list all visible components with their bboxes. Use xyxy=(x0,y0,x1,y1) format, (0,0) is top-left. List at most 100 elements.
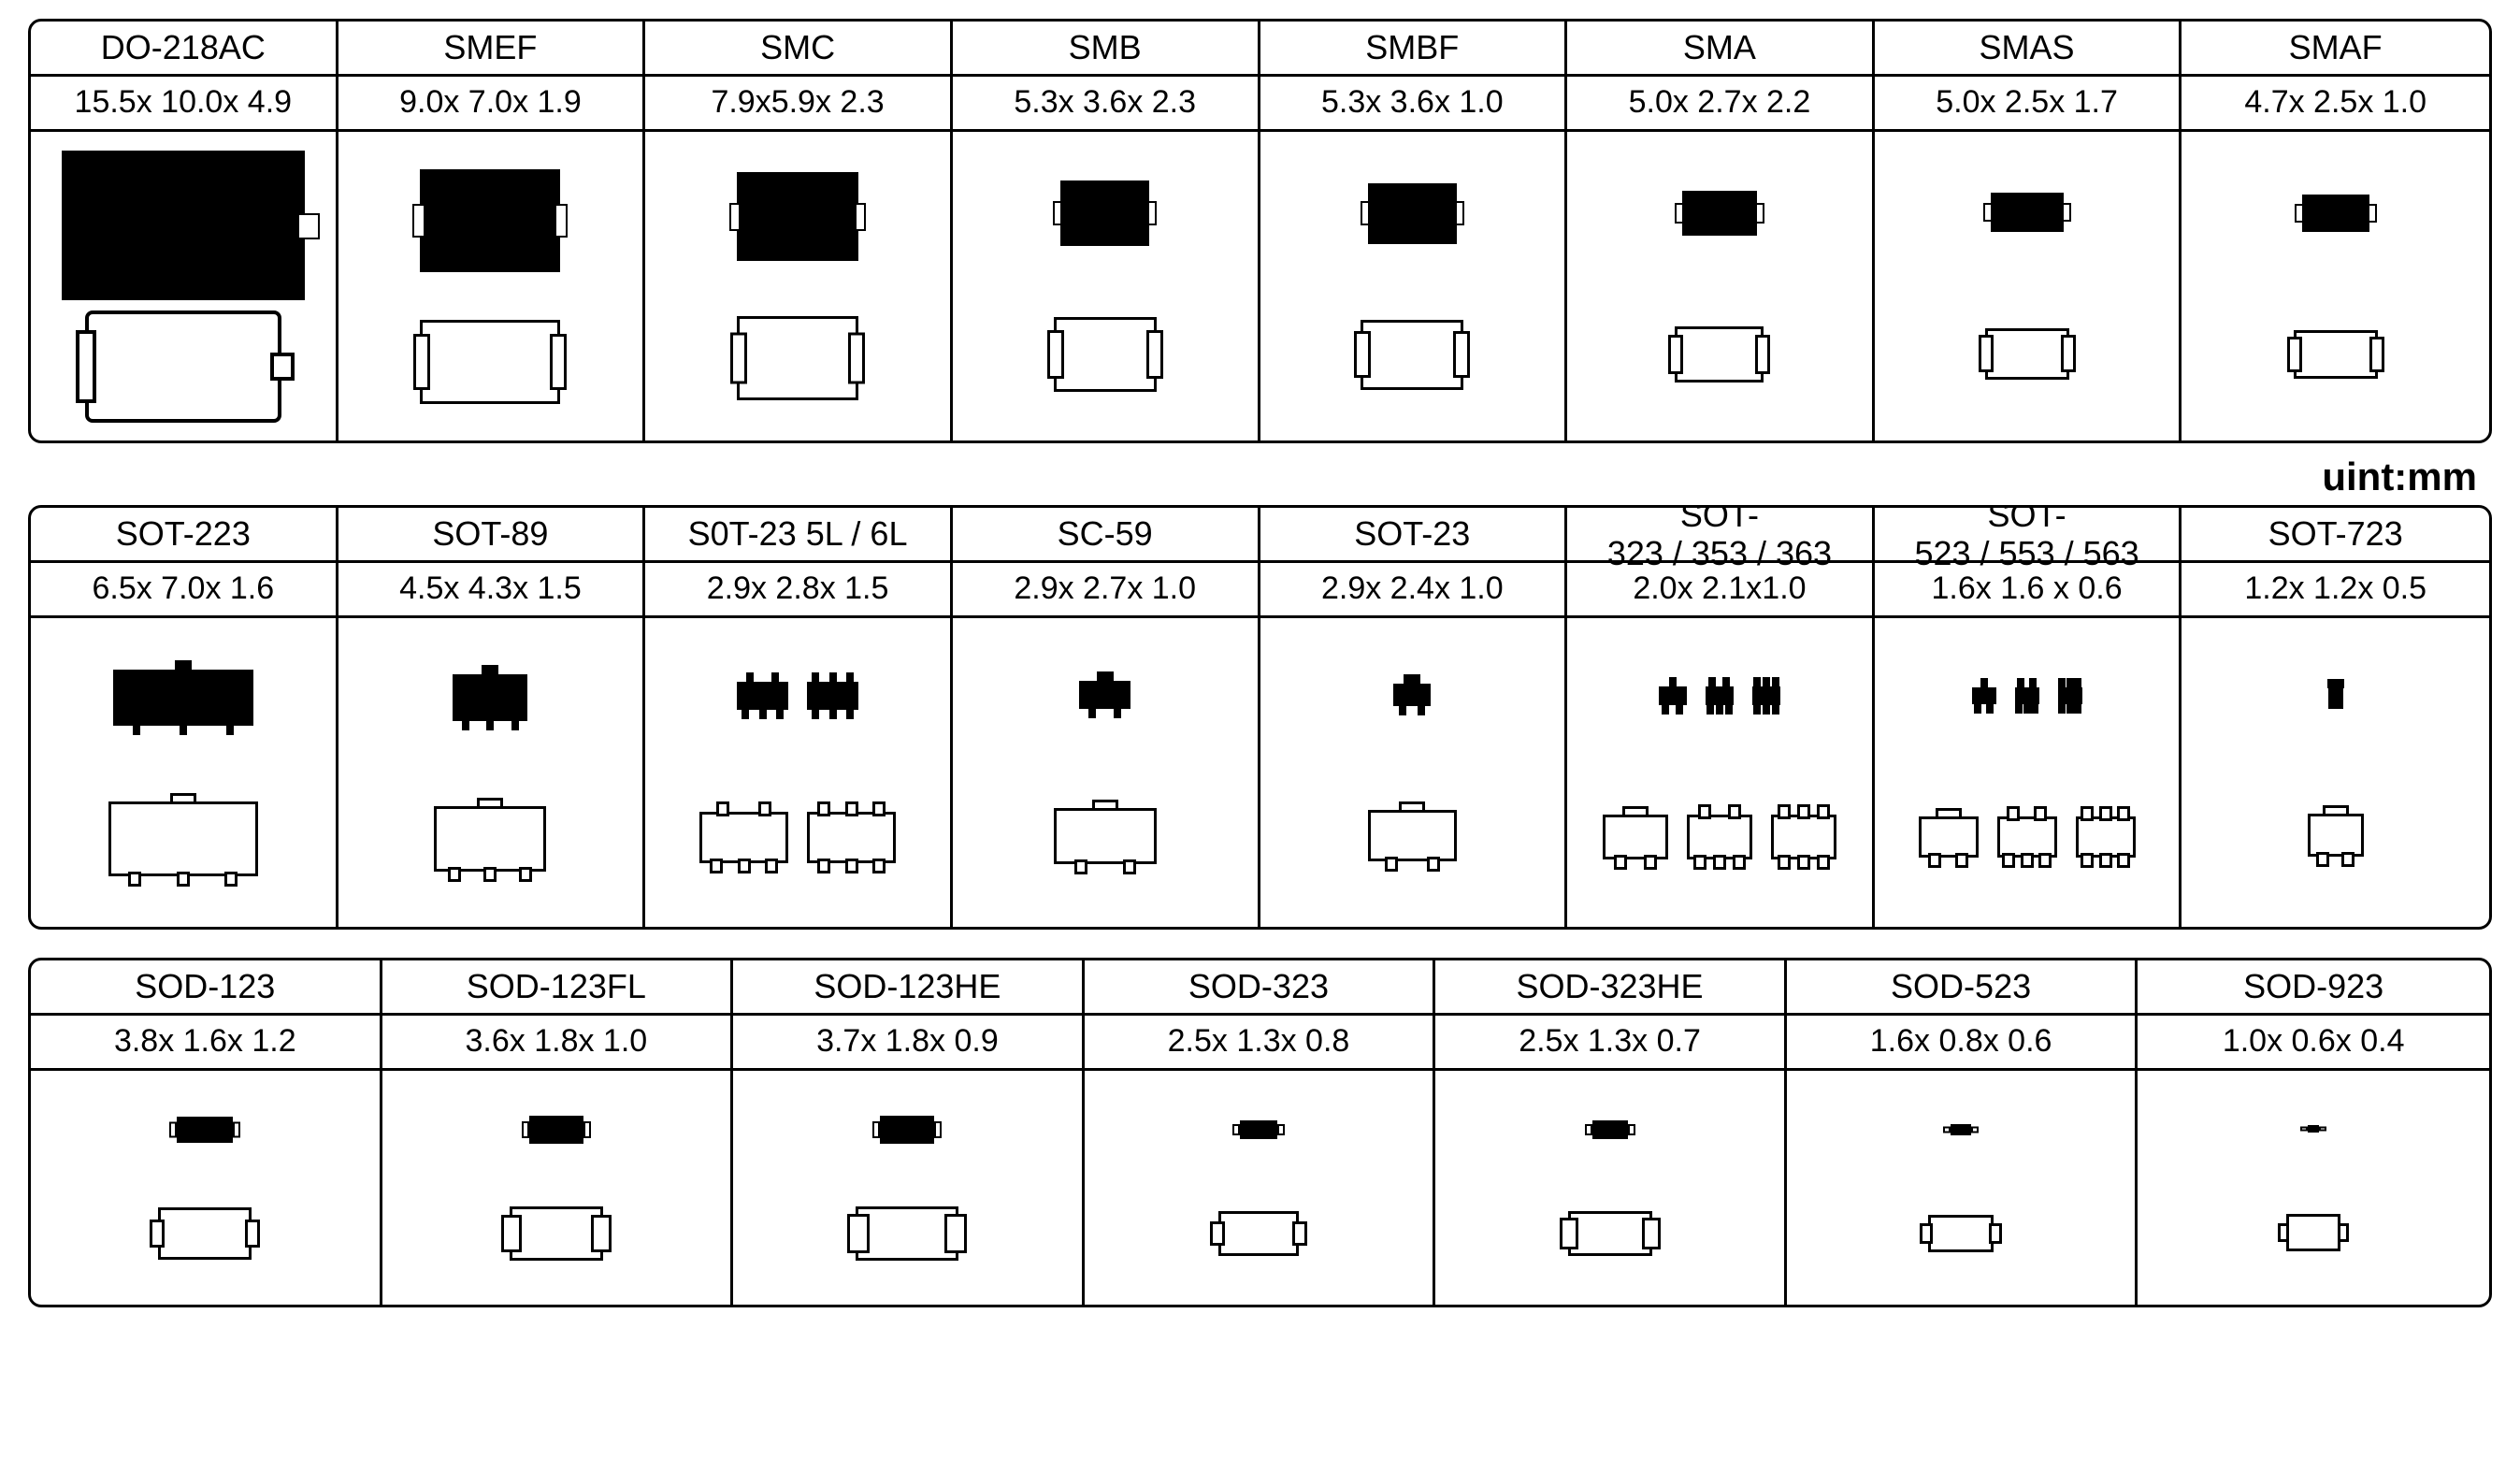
package-drawing-cell xyxy=(733,1071,1085,1305)
package-drawing-cell xyxy=(1435,1071,1787,1305)
package-outline xyxy=(1568,1211,1652,1256)
package-name-cell: SMAS xyxy=(1875,22,2182,74)
package-outline xyxy=(1603,815,1668,859)
package-drawing-cell xyxy=(1787,1071,2138,1305)
package-chart: DO-218ACSMEFSMCSMBSMBFSMASMASSMAF15.5x 1… xyxy=(0,0,2520,1335)
package-drawing-cell xyxy=(953,618,1260,927)
package-drawing-cell xyxy=(338,618,646,927)
package-outline xyxy=(85,310,281,423)
package-outline xyxy=(108,801,258,876)
package-fill xyxy=(807,682,858,710)
package-outline xyxy=(737,316,858,400)
package-outline xyxy=(1928,1215,1994,1252)
package-outline xyxy=(2308,814,2364,857)
package-dims-cell: 2.9x 2.4x 1.0 xyxy=(1260,563,1568,615)
package-fill xyxy=(2302,195,2369,232)
dimension-row: 3.8x 1.6x 1.23.6x 1.8x 1.03.7x 1.8x 0.92… xyxy=(31,1016,2489,1071)
package-fill xyxy=(2015,687,2039,704)
package-dims-cell: 5.0x 2.7x 2.2 xyxy=(1567,77,1875,129)
package-drawing-cell xyxy=(31,132,338,440)
package-drawing-cell xyxy=(31,618,338,927)
package-drawing-cell xyxy=(1567,132,1875,440)
package-drawing-cell xyxy=(645,618,953,927)
package-dims-cell: 5.3x 3.6x 2.3 xyxy=(953,77,1260,129)
package-fill xyxy=(1682,191,1757,236)
package-fill xyxy=(1991,193,2064,232)
package-outline xyxy=(1675,326,1764,383)
package-name-cell: SMC xyxy=(645,22,953,74)
package-dims-cell: 15.5x 10.0x 4.9 xyxy=(31,77,338,129)
package-dims-cell: 5.0x 2.5x 1.7 xyxy=(1875,77,2182,129)
package-outline xyxy=(2286,1214,2340,1251)
package-name-cell: SOT-723 xyxy=(2182,508,2489,560)
drawing-row xyxy=(31,618,2489,927)
package-dims-cell: 2.0x 2.1x1.0 xyxy=(1567,563,1875,615)
package-section: SOD-123SOD-123FLSOD-123HESOD-323SOD-323H… xyxy=(28,958,2492,1307)
package-dims-cell: 2.5x 1.3x 0.7 xyxy=(1435,1016,1787,1068)
package-drawing-cell xyxy=(2182,132,2489,440)
package-outline xyxy=(1361,320,1463,390)
package-dims-cell: 4.7x 2.5x 1.0 xyxy=(2182,77,2489,129)
package-name-cell: SOT-223 xyxy=(31,508,338,560)
package-name-cell: SOD-323HE xyxy=(1435,960,1787,1013)
package-section: SOT-223SOT-89S0T-23 5L / 6LSC-59SOT-23SO… xyxy=(28,505,2492,930)
package-fill xyxy=(62,151,305,300)
package-fill xyxy=(737,172,858,261)
package-fill xyxy=(1659,686,1687,705)
package-drawing-cell xyxy=(2182,618,2489,927)
package-drawing-cell xyxy=(1260,618,1568,927)
package-fill xyxy=(1060,180,1149,246)
package-fill xyxy=(1393,684,1431,706)
package-drawing-cell xyxy=(382,1071,734,1305)
package-dims-cell: 3.8x 1.6x 1.2 xyxy=(31,1016,382,1068)
package-outline xyxy=(1687,815,1752,859)
package-name-cell: SOD-123HE xyxy=(733,960,1085,1013)
package-name-cell: DO-218AC xyxy=(31,22,338,74)
package-dims-cell: 3.7x 1.8x 0.9 xyxy=(733,1016,1085,1068)
package-fill xyxy=(1079,681,1130,709)
package-dims-cell: 7.9x5.9x 2.3 xyxy=(645,77,953,129)
package-outline xyxy=(1997,816,2057,858)
package-fill xyxy=(177,1117,233,1143)
package-fill xyxy=(737,682,788,710)
drawing-row xyxy=(31,132,2489,440)
package-fill xyxy=(453,674,527,721)
package-fill xyxy=(1240,1120,1277,1139)
package-dims-cell: 1.2x 1.2x 0.5 xyxy=(2182,563,2489,615)
package-name-cell: SOT-23 xyxy=(1260,508,1568,560)
package-name-cell: SOD-123 xyxy=(31,960,382,1013)
package-fill xyxy=(1951,1124,1971,1135)
package-outline xyxy=(2076,816,2136,858)
package-name-cell: SC-59 xyxy=(953,508,1260,560)
package-drawing-cell xyxy=(1875,618,2182,927)
unit-label: uint:mm xyxy=(28,453,2492,505)
package-name-cell: SMB xyxy=(953,22,1260,74)
package-fill xyxy=(2308,1125,2319,1133)
package-name-cell: S0T-23 5L / 6L xyxy=(645,508,953,560)
package-name-cell: SMEF xyxy=(338,22,646,74)
package-outline xyxy=(158,1207,252,1260)
package-name-cell: SMA xyxy=(1567,22,1875,74)
package-name-cell: SMBF xyxy=(1260,22,1568,74)
package-fill xyxy=(113,670,253,726)
package-drawing-cell xyxy=(953,132,1260,440)
dimension-row: 6.5x 7.0x 1.64.5x 4.3x 1.52.9x 2.8x 1.52… xyxy=(31,563,2489,618)
header-row: DO-218ACSMEFSMCSMBSMBFSMASMASSMAF xyxy=(31,22,2489,77)
package-name-cell: SOD-523 xyxy=(1787,960,2138,1013)
package-outline xyxy=(699,812,788,863)
package-dims-cell: 1.6x 0.8x 0.6 xyxy=(1787,1016,2138,1068)
package-fill xyxy=(2328,688,2343,700)
package-fill xyxy=(420,169,560,272)
package-outline xyxy=(1919,816,1979,858)
package-outline xyxy=(1985,328,2069,380)
package-dims-cell: 2.5x 1.3x 0.8 xyxy=(1085,1016,1436,1068)
package-fill xyxy=(1752,686,1780,705)
package-drawing-cell xyxy=(2138,1071,2489,1305)
package-drawing-cell xyxy=(1875,132,2182,440)
package-dims-cell: 5.3x 3.6x 1.0 xyxy=(1260,77,1568,129)
package-name-cell: SOD-923 xyxy=(2138,960,2489,1013)
package-outline xyxy=(1771,815,1836,859)
package-name-cell: SOT- 323 / 353 / 363 xyxy=(1567,508,1875,560)
package-fill xyxy=(1592,1120,1628,1139)
package-dims-cell: 2.9x 2.8x 1.5 xyxy=(645,563,953,615)
